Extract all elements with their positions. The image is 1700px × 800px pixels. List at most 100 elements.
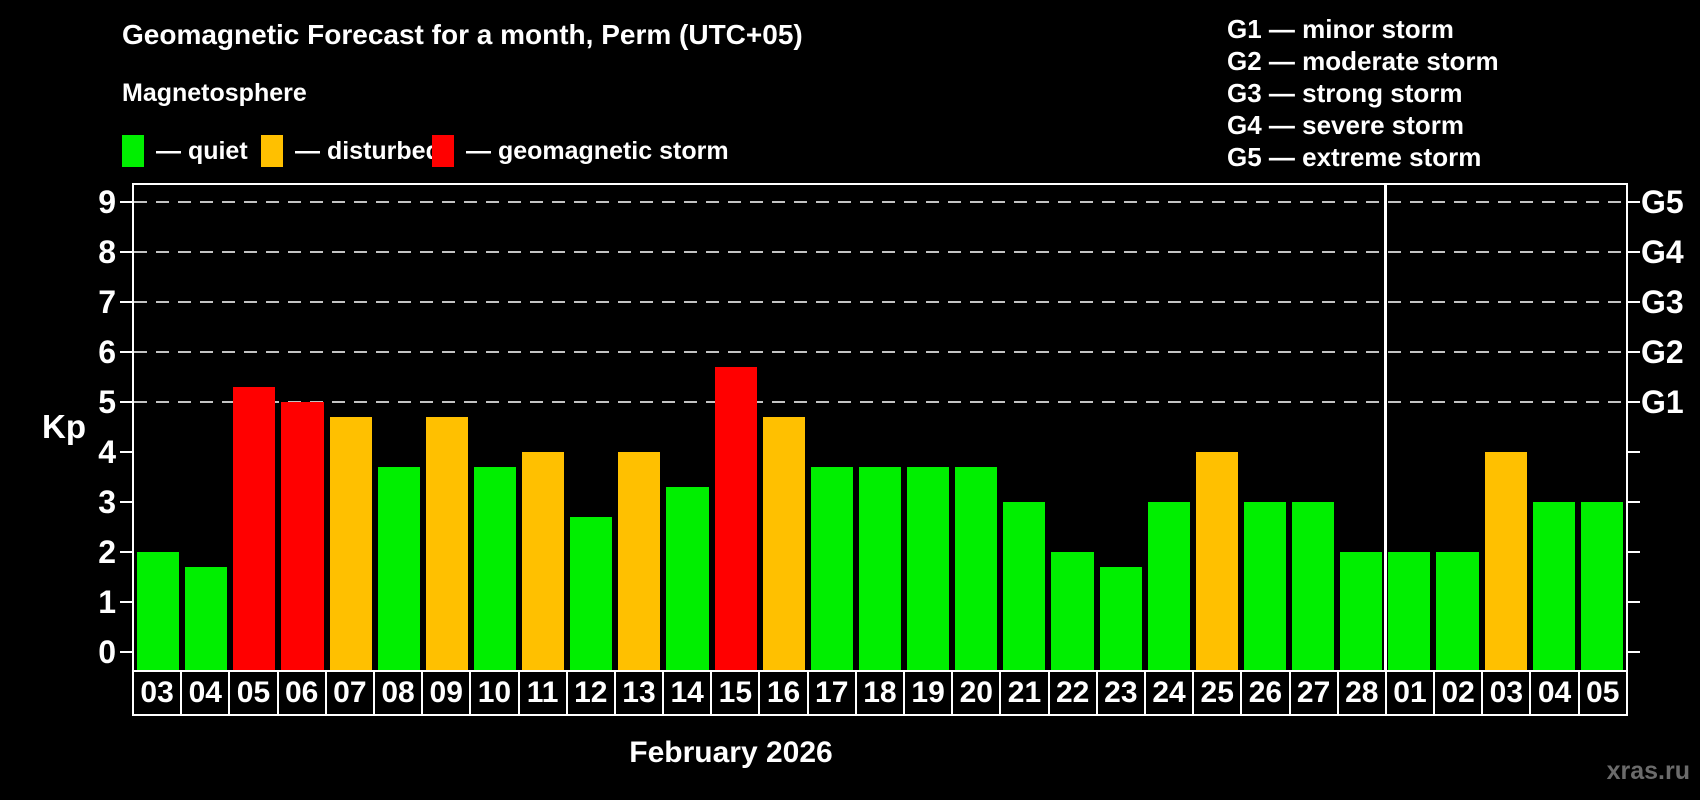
date-cell-feb-20: 20 [951, 670, 1002, 716]
date-cell-feb-13: 13 [613, 670, 665, 716]
g-legend-line-4: G4 — severe storm [1227, 110, 1465, 140]
kp-bar-20 [955, 467, 998, 670]
date-cell-mar-02: 02 [1433, 670, 1484, 716]
kp-bar-16 [762, 417, 805, 670]
g-scale-label-g5: G5 [1641, 184, 1684, 220]
y-tick-label-8: 8 [98, 234, 116, 270]
kp-bar-21 [1003, 502, 1046, 670]
plot-border-top [132, 183, 1628, 185]
date-cell-feb-22: 22 [1047, 670, 1098, 716]
plot-area [120, 183, 1640, 670]
date-axis-row: 03 04 05 06 07 08 09 10 11 12 13 14 15 16 17 18 19 20 21 22… [132, 670, 1628, 716]
legend-item-disturbed: — disturbed [261, 135, 441, 167]
kp-bar-27 [1292, 502, 1335, 670]
date-cell-feb-25: 25 [1192, 670, 1243, 716]
kp-bar-18 [858, 467, 902, 670]
gridline-kp-9 [134, 201, 1626, 203]
kp-axis-label: Kp [42, 408, 86, 445]
gridline-kp-5 [134, 401, 1626, 403]
kp-bar-13 [618, 452, 661, 670]
kp-bar-03 [137, 552, 180, 670]
date-cell-feb-23: 23 [1095, 670, 1146, 716]
kp-bar-26 [1243, 502, 1287, 670]
kp-bar-10 [473, 467, 517, 670]
date-cell-feb-16: 16 [758, 670, 809, 716]
g-scale-label-g2: G2 [1641, 334, 1684, 370]
legend-label-storm: — geomagnetic storm [466, 136, 729, 165]
kp-bar-05 [233, 387, 276, 670]
date-cell-feb-24: 24 [1143, 670, 1195, 716]
legend-label-quiet: — quiet [156, 136, 248, 165]
g-scale-legend: G1 — minor storm G2 — moderate storm G3 — … [1227, 13, 1499, 173]
g-legend-line-2: G2 — moderate storm [1227, 46, 1499, 76]
date-cell-feb-27: 27 [1288, 670, 1339, 716]
watermark: xras.ru [1606, 757, 1690, 785]
magnetosphere-label: Magnetosphere [122, 79, 307, 107]
y-tick-left-8 [120, 251, 132, 253]
date-cell-feb-06: 06 [276, 670, 327, 716]
kp-bar-01 [1388, 552, 1431, 670]
date-cell-feb-07: 07 [324, 670, 375, 716]
y-tick-label-4: 4 [98, 434, 116, 470]
date-cell-feb-17: 17 [806, 670, 857, 716]
y-tick-right-3 [1628, 501, 1640, 503]
y-tick-label-6: 6 [98, 334, 116, 370]
date-cell-feb-09: 09 [421, 670, 472, 716]
gridline-kp-8 [134, 251, 1626, 253]
y-tick-left-1 [120, 601, 132, 603]
date-cell-feb-12: 12 [565, 670, 616, 716]
month-separator-line [1383, 183, 1387, 670]
y-tick-left-9 [120, 201, 132, 203]
y-tick-label-5: 5 [98, 384, 116, 420]
y-tick-label-7: 7 [98, 284, 116, 320]
kp-bar-23 [1099, 567, 1142, 670]
kp-bar-07 [329, 417, 372, 670]
y-tick-left-0 [120, 651, 132, 653]
month-label: February 2026 [629, 736, 833, 769]
kp-bar-03 [1484, 452, 1527, 670]
y-tick-left-5 [120, 401, 132, 403]
date-cell-mar-03: 03 [1481, 670, 1532, 716]
y-tick-right-5 [1628, 401, 1640, 403]
y-tick-label-0: 0 [98, 634, 116, 670]
date-cell-feb-18: 18 [854, 670, 905, 716]
kp-bar-17 [810, 467, 853, 670]
gridline-kp-7 [134, 301, 1626, 303]
gridline-kp-6 [134, 351, 1626, 353]
chart-title: Geomagnetic Forecast for a month, Perm (… [122, 19, 803, 50]
kp-bar-15 [714, 367, 757, 670]
y-tick-label-9: 9 [98, 184, 116, 220]
kp-bar-05 [1580, 502, 1623, 670]
kp-bar-19 [907, 467, 950, 670]
date-cell-feb-04: 04 [180, 670, 231, 716]
y-tick-label-3: 3 [98, 484, 116, 520]
g-legend-line-1: G1 — minor storm [1227, 14, 1454, 44]
y-tick-left-3 [120, 501, 132, 503]
legend-label-disturbed: — disturbed [295, 136, 441, 165]
g-legend-line-3: G3 — strong storm [1227, 78, 1463, 108]
y-tick-right-7 [1628, 301, 1640, 303]
date-cell-mar-01: 01 [1384, 670, 1436, 716]
date-cell-mar-05: 05 [1577, 670, 1628, 716]
kp-bar-24 [1147, 502, 1190, 670]
date-cell-feb-03: 03 [132, 670, 183, 716]
y-tick-right-2 [1628, 551, 1640, 553]
date-cell-mar-04: 04 [1529, 670, 1580, 716]
kp-bar-12 [570, 517, 613, 670]
date-cell-feb-11: 11 [517, 670, 568, 716]
y-tick-left-4 [120, 451, 132, 453]
y-tick-right-9 [1628, 201, 1640, 203]
quiet-color-swatch [122, 135, 144, 167]
y-tick-right-6 [1628, 351, 1640, 353]
kp-bar-14 [666, 487, 709, 670]
kp-bar-22 [1051, 552, 1094, 670]
kp-bar-09 [425, 417, 468, 670]
kp-bar-28 [1340, 552, 1383, 670]
kp-bar-25 [1195, 452, 1238, 670]
plot-border-right [1626, 183, 1628, 670]
y-tick-left-2 [120, 551, 132, 553]
g-legend-line-5: G5 — extreme storm [1227, 142, 1482, 172]
y-tick-right-0 [1628, 651, 1640, 653]
date-cell-feb-28: 28 [1336, 670, 1387, 716]
